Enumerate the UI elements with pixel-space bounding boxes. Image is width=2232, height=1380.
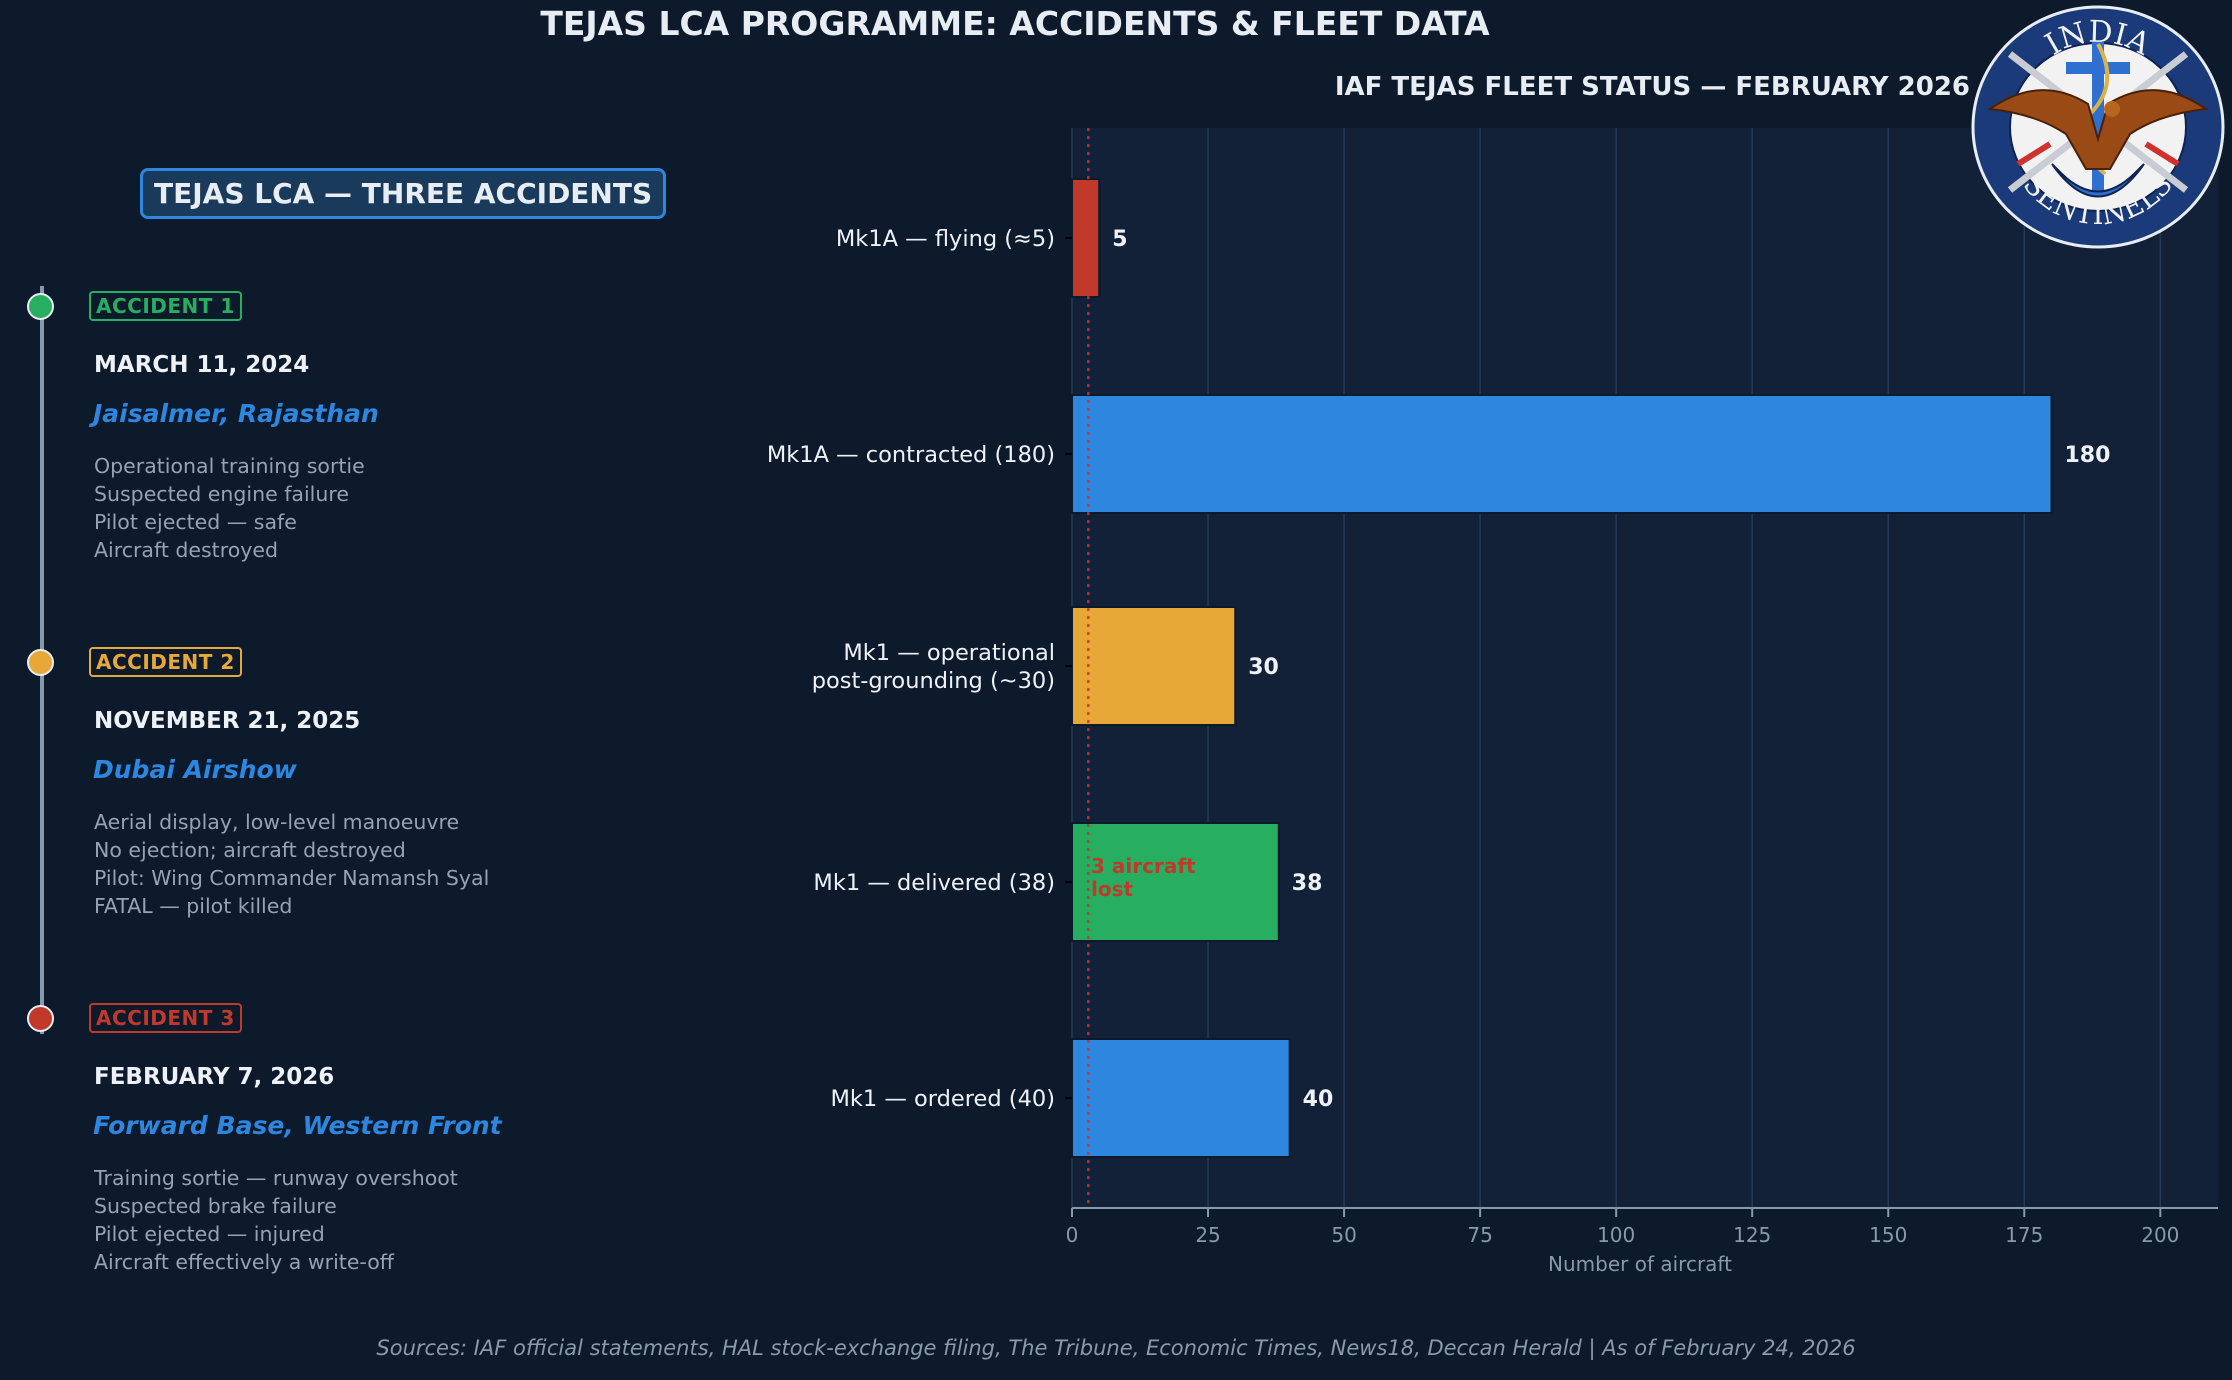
bar [1071,1038,1291,1158]
annotation-line: 3 aircraft [1091,854,1196,878]
accident-details: Training sortie — runway overshoot Suspec… [94,1164,458,1276]
india-sentinels-logo: INDIA SENTINELS [1971,5,2225,249]
bar-value-label: 30 [1248,655,1279,680]
accident-detail-line: FATAL — pilot killed [94,894,293,918]
accident-badge: ACCIDENT 3 [89,1003,242,1033]
bar [1071,178,1101,298]
main-title: TEJAS LCA PROGRAMME: ACCIDENTS & FLEET D… [540,4,1490,43]
y-category-label: Mk1 — ordered (40) [830,1086,1055,1112]
chart-title: IAF TEJAS FLEET STATUS — FEBRUARY 2026 [1334,72,1970,102]
bar-value-label: 5 [1112,227,1127,252]
accident-detail-line: Aerial display, low-level manoeuvre [94,810,460,834]
accident-detail-line: Pilot ejected — injured [94,1222,325,1246]
x-tick-label: 75 [1467,1223,1492,1247]
bar [1071,822,1280,942]
x-axis-label: Number of aircraft [1548,1252,1732,1276]
timeline-dot [27,1005,54,1032]
x-tick-label: 175 [2005,1223,2043,1247]
accident-location: Dubai Airshow [93,755,297,784]
timeline-title: TEJAS LCA — THREE ACCIDENTS [140,168,667,219]
accident-detail-line: Operational training sortie [94,454,365,478]
x-tick-label: 100 [1597,1223,1635,1247]
bar-value-label: 40 [1303,1087,1334,1112]
plot-area [1072,128,2218,1208]
y-category-label: Mk1A — contracted (180) [767,442,1055,468]
accident-location: Forward Base, Western Front [93,1111,502,1140]
y-category-label-line: Mk1A — contracted (180) [767,442,1055,468]
y-category-label-line: Mk1A — flying (≈5) [836,226,1055,252]
accident-detail-line: Suspected engine failure [94,482,349,506]
y-category-label-line: Mk1 — operational [843,640,1055,666]
bar [1071,606,1237,726]
accident-badge: ACCIDENT 1 [89,291,242,321]
accident-detail-line: Aircraft destroyed [94,538,278,562]
annotation-aircraft-lost: 3 aircraft lost [1091,854,1196,901]
x-tick-label: 200 [2141,1223,2179,1247]
x-tick-label: 25 [1195,1223,1220,1247]
timeline-dot [27,293,54,320]
accident-detail-line: Pilot ejected — safe [94,510,297,534]
y-category-label: Mk1A — flying (≈5) [836,226,1055,252]
x-tick-label: 150 [1869,1223,1907,1247]
accident-detail-line: Training sortie — runway overshoot [94,1166,458,1190]
bar-value-label: 38 [1292,871,1323,896]
accident-detail-line: No ejection; aircraft destroyed [94,838,406,862]
x-tick-label: 125 [1733,1223,1771,1247]
accident-details: Aerial display, low-level manoeuvre No ej… [94,808,489,920]
accident-detail-line: Aircraft effectively a write-off [94,1250,394,1274]
sources-footer: Sources: IAF official statements, HAL st… [376,1336,1856,1360]
y-category-label: Mk1 — delivered (38) [813,870,1055,896]
bar [1071,394,2053,514]
accident-detail-line: Suspected brake failure [94,1194,337,1218]
y-category-label-line: post-grounding (~30) [812,668,1055,694]
accident-badge: ACCIDENT 2 [89,647,242,677]
accident-date: MARCH 11, 2024 [94,352,310,378]
accident-date: FEBRUARY 7, 2026 [94,1064,335,1090]
y-category-label: Mk1 — operational post-grounding (~30) [812,640,1055,694]
bar-value-label: 180 [2064,443,2110,468]
y-category-label-line: Mk1 — ordered (40) [830,1086,1055,1112]
accident-details: Operational training sortie Suspected eng… [94,452,365,564]
x-tick-label: 50 [1331,1223,1356,1247]
annotation-line: lost [1091,877,1134,901]
accident-date: NOVEMBER 21, 2025 [94,708,361,734]
y-category-label-line: Mk1 — delivered (38) [813,870,1055,896]
timeline-dot [27,649,54,676]
accident-location: Jaisalmer, Rajasthan [93,399,379,428]
x-tick-label: 0 [1066,1223,1079,1247]
accident-detail-line: Pilot: Wing Commander Namansh Syal [94,866,490,890]
